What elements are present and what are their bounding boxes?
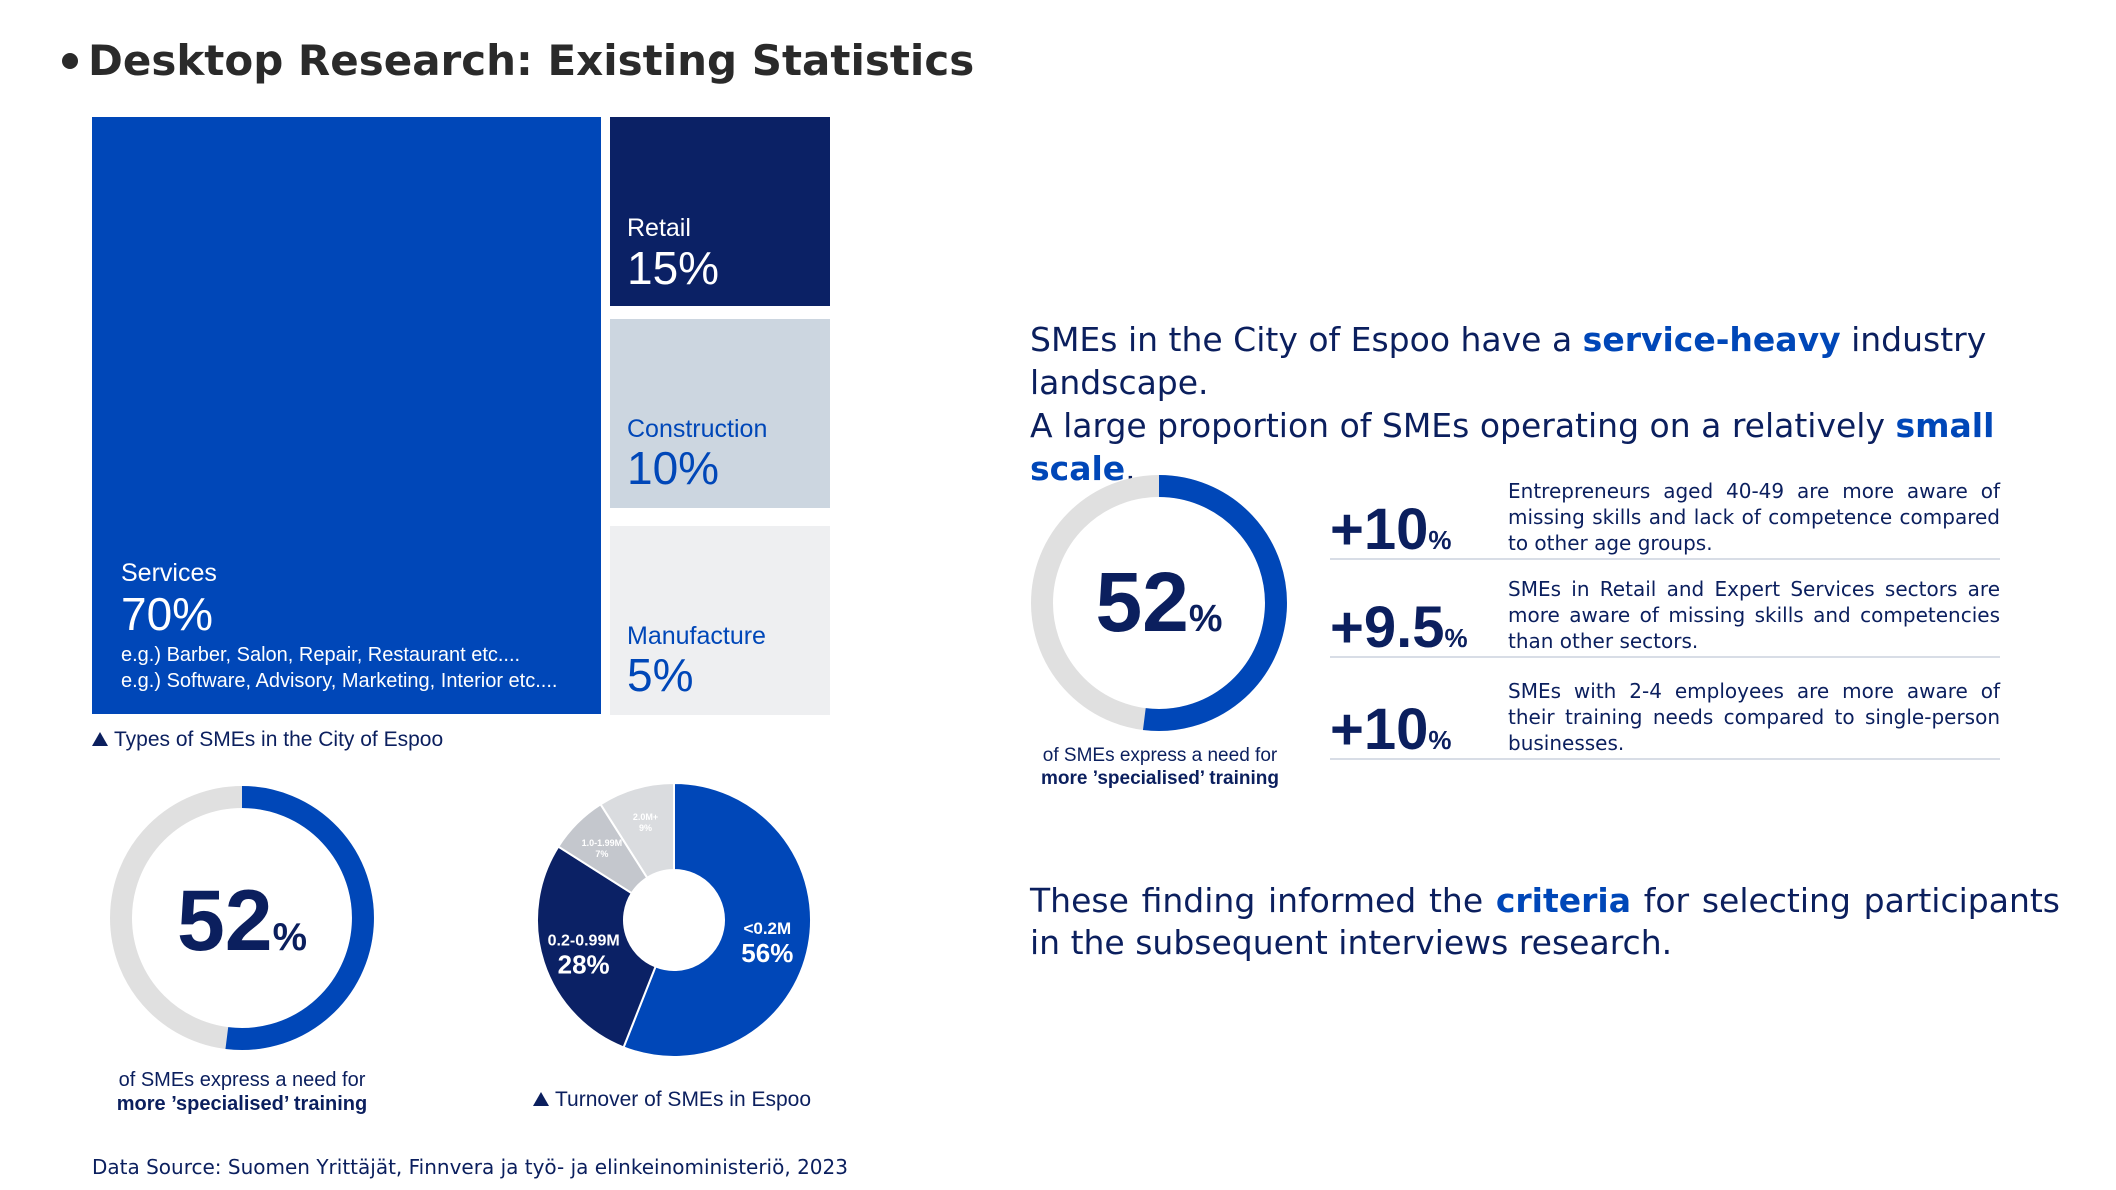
pie-slice [536, 845, 657, 1049]
donut-right-unit: % [1188, 598, 1223, 640]
turnover-caption-text: Turnover of SMEs in Espoo [555, 1088, 811, 1111]
services-example-1: e.g.) Barber, Salon, Repair, Restaurant … [121, 644, 521, 666]
stat-value: +10% [1330, 496, 1452, 563]
treemap-manufacture: Manufacture 5% [610, 526, 830, 715]
turnover-pie: <0.2M 56% 0.2-0.99M 28% 1.0-1.99M 7% 2.0M+ 9% [534, 780, 814, 1060]
conclusion-highlight: criteria [1495, 881, 1632, 920]
pie-slice [622, 781, 812, 1058]
headline-line-2: A large proportion of SMEs operating on … [1030, 404, 2090, 490]
stat-text: Entrepreneurs aged 40-49 are more aware … [1508, 479, 2000, 555]
manufacture-label: Manufacture [627, 622, 766, 650]
headline-text: industry landscape. [1030, 320, 1987, 402]
pie-slice [599, 781, 675, 880]
stat-number: +10 [1330, 497, 1429, 562]
conclusion-text: These finding informed the [1030, 881, 1496, 920]
donut-left-number: 52% [106, 878, 378, 981]
pie-slice-label: 2.0M+ [633, 812, 658, 822]
services-label: Services [121, 559, 217, 587]
pie-slice-value: 56% [741, 938, 793, 968]
pie-slice-value: 9% [639, 823, 652, 833]
donut-left-value: 52 [176, 873, 273, 969]
pie-slice-label: <0.2M [743, 919, 791, 938]
treemap-caption: Types of SMEs in the City of Espoo [92, 728, 443, 752]
stat-number: +10 [1330, 697, 1429, 762]
headline-line-1: SMEs in the City of Espoo have a service… [1030, 318, 2090, 404]
donut-left-unit: % [272, 916, 308, 959]
donut-right-number: 52% [1028, 560, 1290, 661]
treemap-caption-text: Types of SMEs in the City of Espoo [114, 728, 444, 751]
stat-row: +10% SMEs with 2-4 employees are more aw… [1330, 674, 2000, 763]
stat-text: SMEs in Retail and Expert Services secto… [1508, 577, 2000, 653]
manufacture-value: 5% [627, 649, 694, 701]
stat-value: +9.5% [1330, 594, 1468, 661]
headline: SMEs in the City of Espoo have a service… [1030, 318, 2090, 490]
donut-right-caption-2: more ’specialised’ training [1041, 768, 1279, 789]
donut-right-caption: of SMEs express a need for more ’special… [1010, 744, 1310, 790]
stat-row: +10% Entrepreneurs aged 40-49 are more a… [1330, 474, 2000, 563]
data-source: Data Source: Suomen Yrittäjät, Finnvera … [92, 1155, 848, 1179]
donut-right-value: 52 [1095, 555, 1189, 649]
construction-value: 10% [627, 442, 720, 494]
stat-unit: % [1444, 623, 1468, 653]
donut-left-caption: of SMEs express a need for more ’special… [92, 1068, 392, 1116]
pie-slice-label: 1.0-1.99M [582, 838, 623, 848]
stat-text: SMEs with 2-4 employees are more aware o… [1508, 679, 2000, 755]
donut-left-caption-2: more ’specialised’ training [116, 1093, 368, 1115]
donut-right-arc [1142, 475, 1287, 731]
stat-row: +9.5% SMEs in Retail and Expert Services… [1330, 572, 2000, 661]
page-title: Desktop Research: Existing Statistics [62, 36, 974, 85]
donut-right: 52% [1028, 472, 1290, 734]
bullet-icon [62, 52, 78, 69]
turnover-caption: Turnover of SMEs in Espoo [533, 1088, 811, 1112]
headline-text: . [1125, 449, 1136, 488]
stat-value: +10% [1330, 696, 1452, 763]
donut-right-svg [1031, 475, 1287, 731]
conclusion: These finding informed the criteria for … [1030, 880, 2060, 964]
stat-number: +9.5 [1330, 595, 1445, 660]
conclusion-text: for selecting participants in the subseq… [1030, 881, 2060, 962]
treemap-retail: Retail 15% [610, 117, 830, 306]
triangle-up-icon [92, 732, 108, 746]
headline-highlight: service-heavy [1582, 320, 1841, 359]
page-title-text: Desktop Research: Existing Statistics [88, 36, 975, 85]
services-value: 70% [121, 588, 214, 640]
headline-text: A large proportion of SMEs operating on … [1030, 406, 1896, 445]
treemap-construction: Construction 10% [610, 319, 830, 508]
donut-right-caption-1: of SMEs express a need for [1042, 745, 1278, 766]
retail-label: Retail [627, 214, 691, 242]
donut-left-caption-1: of SMEs express a need for [118, 1069, 366, 1091]
treemap-services: Services 70% e.g.) Barber, Salon, Repair… [92, 117, 601, 714]
donut-left-svg [110, 786, 374, 1050]
pie-slice-value: 28% [558, 949, 610, 979]
triangle-up-icon [533, 1092, 549, 1106]
pie-slice-value: 7% [595, 849, 608, 859]
stat-unit: % [1428, 725, 1452, 755]
headline-text: SMEs in the City of Espoo have a [1030, 320, 1583, 359]
services-example-2: e.g.) Software, Advisory, Marketing, Int… [121, 670, 558, 692]
donut-left-arc [225, 786, 374, 1050]
donut-left: 52% [106, 782, 378, 1054]
pie-slice-label: 0.2-0.99M [548, 932, 620, 949]
stat-unit: % [1428, 525, 1452, 555]
retail-value: 15% [627, 242, 720, 294]
headline-highlight: small scale [1030, 406, 1995, 488]
construction-label: Construction [627, 415, 768, 443]
